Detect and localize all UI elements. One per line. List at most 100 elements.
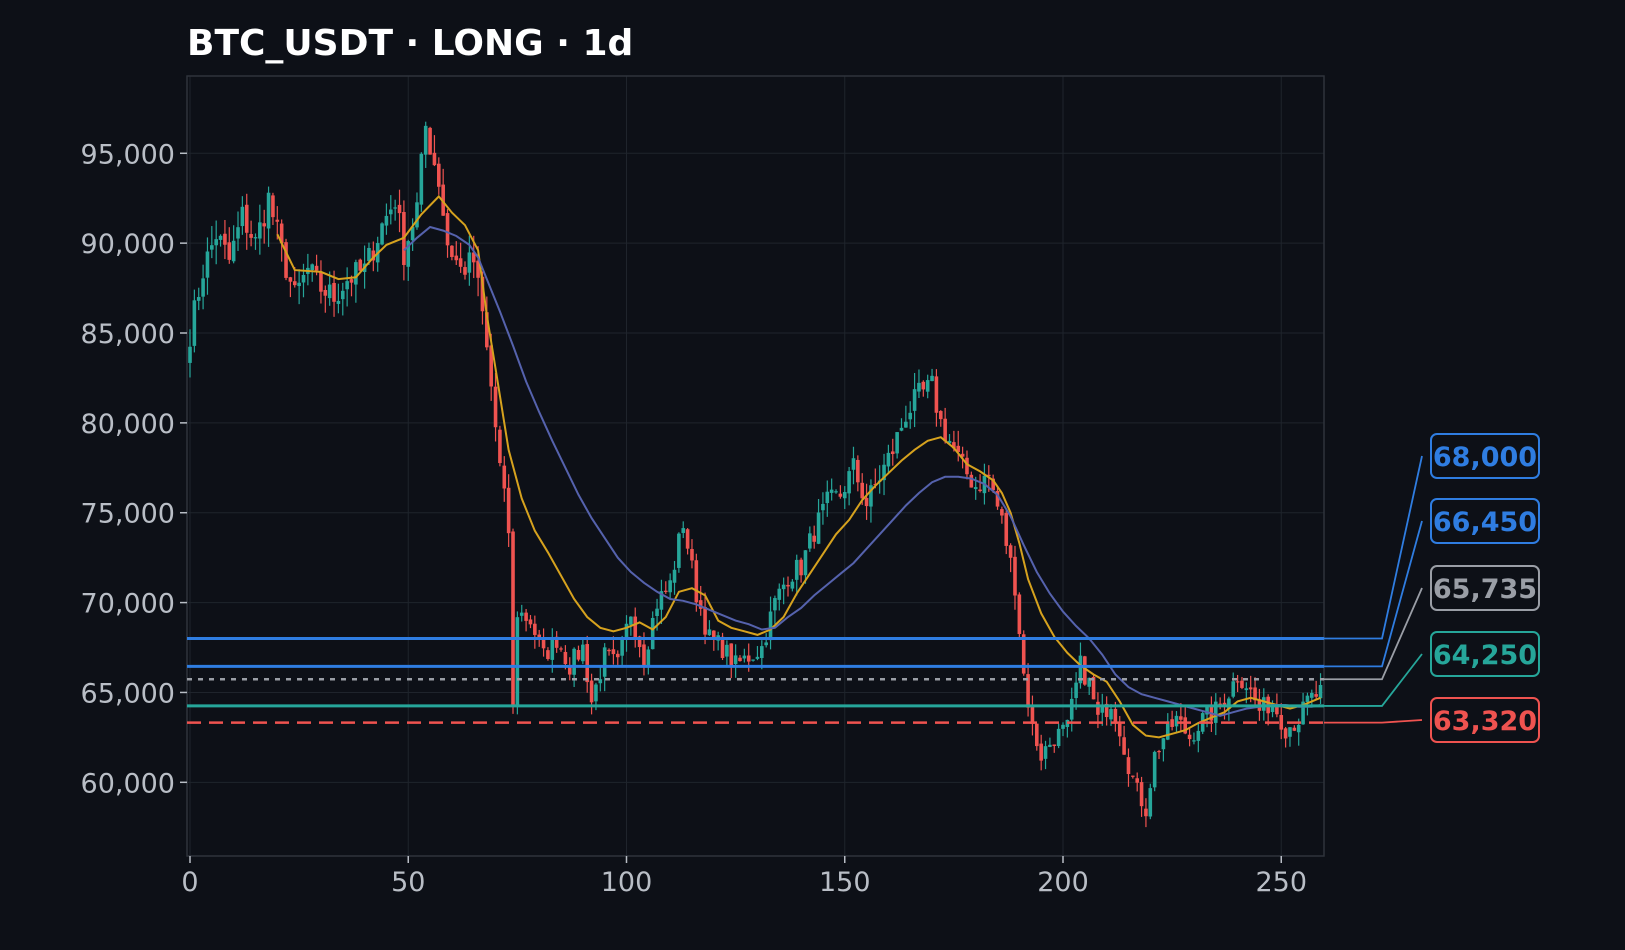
candle-body [1131,775,1135,777]
candle-body [629,616,633,625]
candle-body [965,457,969,475]
candle-body [808,533,812,549]
x-tick-label: 250 [1255,867,1307,898]
candle-body [738,657,742,662]
y-tick-label: 60,000 [81,768,175,799]
candle-body [515,617,520,707]
x-tick-label: 150 [819,867,871,898]
candle-body [367,247,371,262]
candle-body [725,644,729,657]
candle-body [1240,680,1244,688]
candle-body [1183,717,1188,734]
candle-body [991,478,995,491]
candle-body [677,533,681,568]
candle-body [393,207,397,209]
candle-body [1021,634,1026,674]
candle-body [838,493,843,497]
candle-body [655,608,659,616]
candle-body [703,607,707,635]
price-level-connector [1324,587,1423,681]
candle-body [821,503,825,511]
x-tick-label: 200 [1037,867,1089,898]
candle-body [236,227,240,239]
candle-body [1004,512,1009,546]
candle-body [1061,724,1065,729]
candle-body [886,452,891,467]
candle-body [637,636,642,648]
candle-body [471,252,476,263]
candle-body [589,680,594,703]
fast-moving-average-line [276,194,1321,739]
candle-body [554,636,559,648]
candle-body [201,278,205,297]
candle-body [1056,728,1061,747]
candle-body [1170,719,1174,727]
candle-body [1296,724,1301,733]
candle-body [899,427,904,431]
price-level-label-box [1430,631,1540,677]
candle-body [1104,703,1109,718]
x-tick-label: 0 [181,867,198,898]
candle-body [253,237,258,239]
price-level-label: 66,450 [1433,507,1537,538]
candle-body [825,491,830,504]
candle-body [904,421,908,428]
candle-body [332,282,336,302]
candle-body [934,376,939,413]
candle-body [908,412,913,420]
candle-body [1244,688,1249,691]
candle-body [214,239,218,246]
candle-body [1087,677,1091,687]
candle-body [240,206,245,227]
candle-body [598,679,603,684]
candle-body [956,445,961,452]
candle-body [1000,509,1004,516]
candle-body [463,267,467,275]
candle-body [947,440,952,444]
candle-body [851,458,856,470]
candle-body [1152,751,1157,788]
candle-body [790,581,795,589]
candle-body [611,649,616,655]
candle-body [698,600,703,609]
y-tick-label: 95,000 [81,139,175,170]
candle-body [921,381,926,390]
candle-body [231,240,236,262]
candle-body [406,241,411,267]
candle-body [1318,684,1323,699]
price-level-label-box [1430,697,1540,743]
x-tick-label: 50 [391,867,425,898]
candle-body [1074,682,1078,699]
candle-body [271,195,275,218]
candle-body [646,649,651,666]
candle-body [672,569,677,583]
candle-body [227,242,232,260]
candle-body [764,642,768,646]
candle-body [275,219,280,222]
candle-body [1179,716,1183,720]
candle-body [1148,788,1153,817]
candle-body [297,282,301,287]
candle-body [1292,727,1297,731]
candle-body [620,638,624,656]
candle-body [1035,723,1039,747]
candle-body [349,279,354,283]
candle-body [432,152,437,166]
candle-body [1157,750,1161,753]
price-level-label-box [1430,498,1540,544]
candle-body [978,489,982,492]
y-tick-label: 65,000 [81,678,175,709]
candle-body [642,644,646,666]
candle-body [1275,705,1279,715]
candle-body [1305,695,1310,703]
candle-body [498,429,502,464]
candle-body [244,204,249,233]
candle-body [223,233,227,245]
candle-body [1117,722,1122,737]
candle-body [1096,701,1100,715]
candle-body [1126,757,1131,775]
y-tick-label: 70,000 [81,589,175,620]
candle-body [310,264,315,271]
candle-body [681,528,686,533]
y-tick-label: 80,000 [81,409,175,440]
